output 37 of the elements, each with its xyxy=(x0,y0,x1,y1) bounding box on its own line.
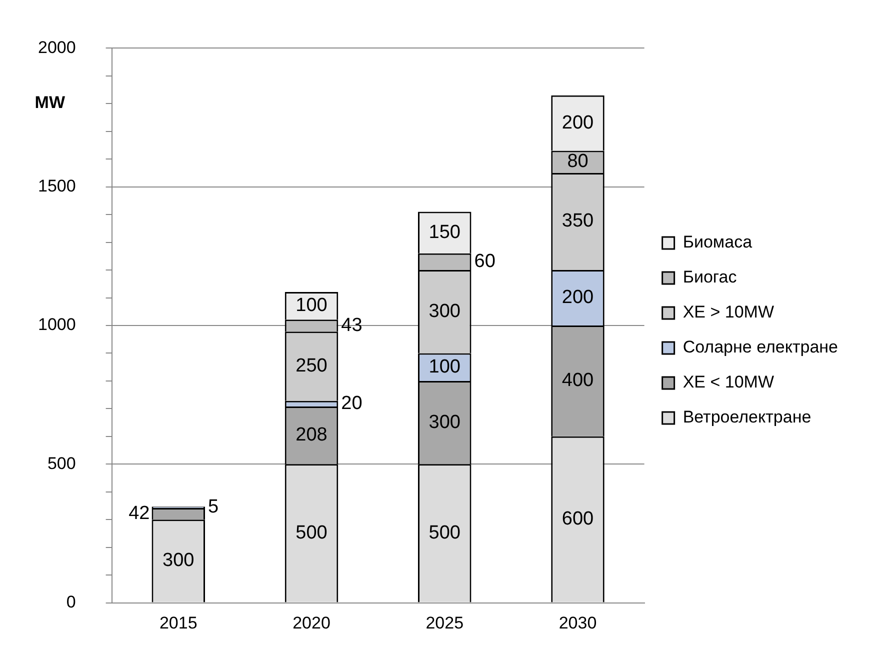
x-tick-label: 2025 xyxy=(426,614,464,633)
data-label: 300 xyxy=(162,550,194,572)
data-label: 300 xyxy=(428,412,460,433)
data-label: 150 xyxy=(428,222,460,243)
legend-label: Соларне електране xyxy=(682,338,838,357)
legend-label: Биогас xyxy=(682,268,738,287)
data-label: 60 xyxy=(474,250,496,272)
data-label: 250 xyxy=(296,355,328,376)
legend-label: ХЕ > 10MW xyxy=(682,302,774,322)
x-tick-label: 2020 xyxy=(292,614,330,633)
data-label: 100 xyxy=(428,356,460,378)
data-label: 200 xyxy=(562,112,594,134)
data-label: 5 xyxy=(208,496,219,518)
y-axis-title: MW xyxy=(34,92,66,112)
data-label: 43 xyxy=(341,314,362,336)
legend-label: ХЕ < 10MW xyxy=(682,372,774,392)
legend-label: Ветроелектране xyxy=(682,408,812,427)
data-label: 500 xyxy=(296,522,328,544)
data-label: 350 xyxy=(562,210,594,232)
legend-label: Биомаса xyxy=(682,232,753,252)
data-label: 500 xyxy=(428,522,460,544)
y-tick-label: 1500 xyxy=(38,176,76,196)
y-tick-label: 500 xyxy=(47,454,76,473)
data-label: 80 xyxy=(567,151,588,172)
data-label: 100 xyxy=(296,295,328,316)
data-label: 208 xyxy=(296,424,328,446)
x-tick-label: 2015 xyxy=(159,614,198,633)
data-label: 42 xyxy=(128,503,150,524)
data-label: 200 xyxy=(562,287,594,308)
y-tick-label: 0 xyxy=(66,592,76,612)
y-tick-label: 2000 xyxy=(38,38,76,57)
x-tick-label: 2030 xyxy=(558,614,597,633)
data-label: 400 xyxy=(562,370,594,392)
data-label: 20 xyxy=(341,392,362,414)
y-tick-label: 1000 xyxy=(38,315,76,334)
data-label: 600 xyxy=(562,508,594,530)
data-label: 300 xyxy=(428,300,460,322)
